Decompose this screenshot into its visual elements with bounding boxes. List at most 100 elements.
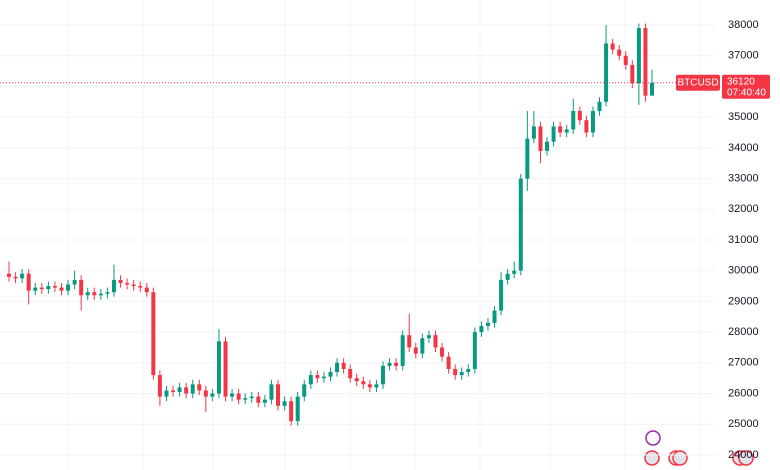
candle-body <box>367 384 372 388</box>
candle-body <box>499 279 504 311</box>
candle-body <box>472 332 477 369</box>
candle-body <box>249 396 254 399</box>
candle-body <box>230 393 235 397</box>
candle-body <box>354 378 359 382</box>
candle-body <box>289 401 294 422</box>
candle-body <box>85 292 90 296</box>
y-tick-label: 28000 <box>728 326 759 338</box>
y-tick-label: 30000 <box>728 265 759 277</box>
candle-body <box>590 111 595 133</box>
candle-body <box>171 390 176 392</box>
candle-body <box>111 279 116 293</box>
price-label: 36120 <box>727 76 755 87</box>
candle-body <box>131 284 136 287</box>
candle-body <box>243 398 248 400</box>
y-tick-label: 37000 <box>728 50 759 62</box>
candle-body <box>361 381 366 385</box>
candle-body <box>118 279 123 283</box>
candle-body <box>256 396 261 403</box>
candle-body <box>66 284 71 291</box>
candle-body <box>558 126 563 133</box>
candle-body <box>643 28 648 96</box>
candle-body <box>79 279 84 296</box>
candle-body <box>223 341 228 397</box>
y-tick-label: 33000 <box>728 172 759 184</box>
candle-body <box>98 293 103 296</box>
candle-body <box>46 286 51 290</box>
candle-body <box>426 335 431 339</box>
candle-body <box>236 393 241 400</box>
candle-body <box>597 101 602 112</box>
candle-body <box>459 372 464 376</box>
candle-body <box>538 126 543 151</box>
candle-body <box>33 287 38 291</box>
candle-body <box>197 384 202 391</box>
candle-body <box>203 390 208 397</box>
candle-body <box>650 82 654 96</box>
candle-body <box>577 111 582 121</box>
candle-body <box>138 286 143 288</box>
candle-body <box>302 384 307 397</box>
y-tick-label: 26000 <box>728 387 759 399</box>
candle-body <box>20 273 25 279</box>
candle-body <box>630 64 635 84</box>
candle-body <box>617 49 622 56</box>
y-tick-label: 31000 <box>728 234 759 246</box>
candle-body <box>39 287 44 290</box>
candle-body <box>157 375 162 397</box>
candle-body <box>276 384 281 406</box>
candle-body <box>492 310 497 323</box>
candle-body <box>216 341 221 394</box>
candle-body <box>190 384 195 394</box>
candle-body <box>623 55 628 65</box>
candle-body <box>321 376 326 379</box>
candle-body <box>348 368 353 379</box>
candle-body <box>308 375 313 385</box>
y-tick-label: 24000 <box>728 449 759 461</box>
candle-body <box>262 399 267 403</box>
event-icon[interactable] <box>644 450 660 466</box>
candle-body <box>512 270 517 274</box>
candle-body <box>479 325 484 333</box>
candle-body <box>564 129 569 133</box>
candle-body <box>485 322 490 326</box>
candle-body <box>400 335 405 366</box>
candle-body <box>105 292 110 294</box>
candle-body <box>636 28 641 84</box>
candle-body <box>584 120 589 133</box>
candle-body <box>380 365 385 385</box>
candle-body <box>453 368 458 376</box>
candle-body <box>52 286 57 288</box>
candle-body <box>374 384 379 388</box>
candle-body <box>440 347 445 357</box>
candle-body <box>315 375 320 379</box>
countdown-label: 07:40:40 <box>727 87 766 98</box>
y-tick-label: 25000 <box>728 418 759 430</box>
y-tick-label: 35000 <box>728 111 759 123</box>
y-tick-label: 38000 <box>728 19 759 31</box>
candle-body <box>394 362 399 366</box>
candle-body <box>413 347 418 354</box>
candle-body <box>387 362 392 366</box>
candle-body <box>164 390 169 397</box>
candle-body <box>604 43 609 102</box>
candle-body <box>505 273 510 280</box>
candle-body <box>7 273 11 277</box>
event-icon[interactable] <box>672 450 688 466</box>
candle-body <box>295 396 300 422</box>
candle-body <box>341 362 346 369</box>
candle-body <box>525 138 530 179</box>
y-tick-label: 29000 <box>728 295 759 307</box>
candle-body <box>545 141 550 151</box>
candle-body <box>610 43 615 50</box>
symbol-label-box <box>676 74 720 91</box>
candle-body <box>571 111 576 130</box>
event-icon[interactable] <box>645 430 661 446</box>
candle-body <box>328 372 333 377</box>
y-tick-label: 34000 <box>728 142 759 154</box>
candle-body <box>184 387 189 394</box>
y-tick-label: 27000 <box>728 357 759 369</box>
event-icon[interactable] <box>738 450 754 466</box>
candle-body <box>335 362 340 373</box>
